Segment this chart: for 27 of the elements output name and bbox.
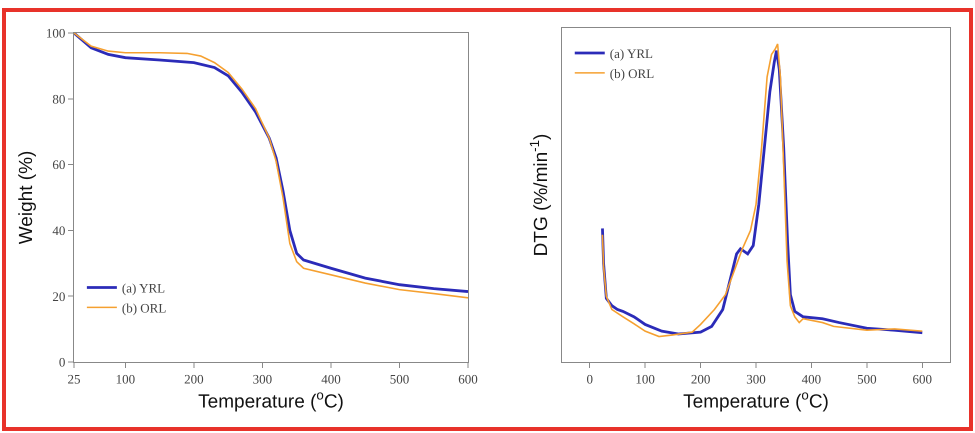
x-tick-label: 25 [68,372,80,387]
x-tick-label: 0 [586,372,593,387]
y-tick-label: 0 [58,354,66,370]
x-axis-title: Temperature ($^{o}$C) [198,387,344,412]
y-tick-label: 100 [46,26,66,41]
y-tick-label: 40 [52,222,66,238]
x-tick-label: 500 [857,372,877,387]
x-tick-label: 300 [746,372,766,387]
x-tick-label: 100 [635,372,655,387]
legend-label: (b) ORL [122,300,166,316]
x-axis-title: Temperature ($^{o}$C) [683,387,829,412]
x-tick-label: 400 [802,372,822,387]
y-tick-label: 20 [52,288,66,304]
x-tick-label: 100 [116,372,136,387]
legend-label: (a) YRL [610,46,654,62]
x-tick-label: 600 [912,372,932,387]
legend-label: (a) YRL [122,280,166,296]
x-tick-label: 500 [390,372,410,387]
x-tick-label: 200 [184,372,204,387]
legend-label: (b) ORL [610,66,654,81]
y-tick-label: 80 [52,91,66,106]
x-tick-label: 300 [252,372,272,387]
y-axis-title: Weight (%) [16,150,37,244]
x-tick-label: 600 [458,372,478,387]
x-tick-label: 400 [321,372,341,387]
x-tick-label: 200 [690,372,710,387]
y-tick-label: 60 [52,157,66,172]
